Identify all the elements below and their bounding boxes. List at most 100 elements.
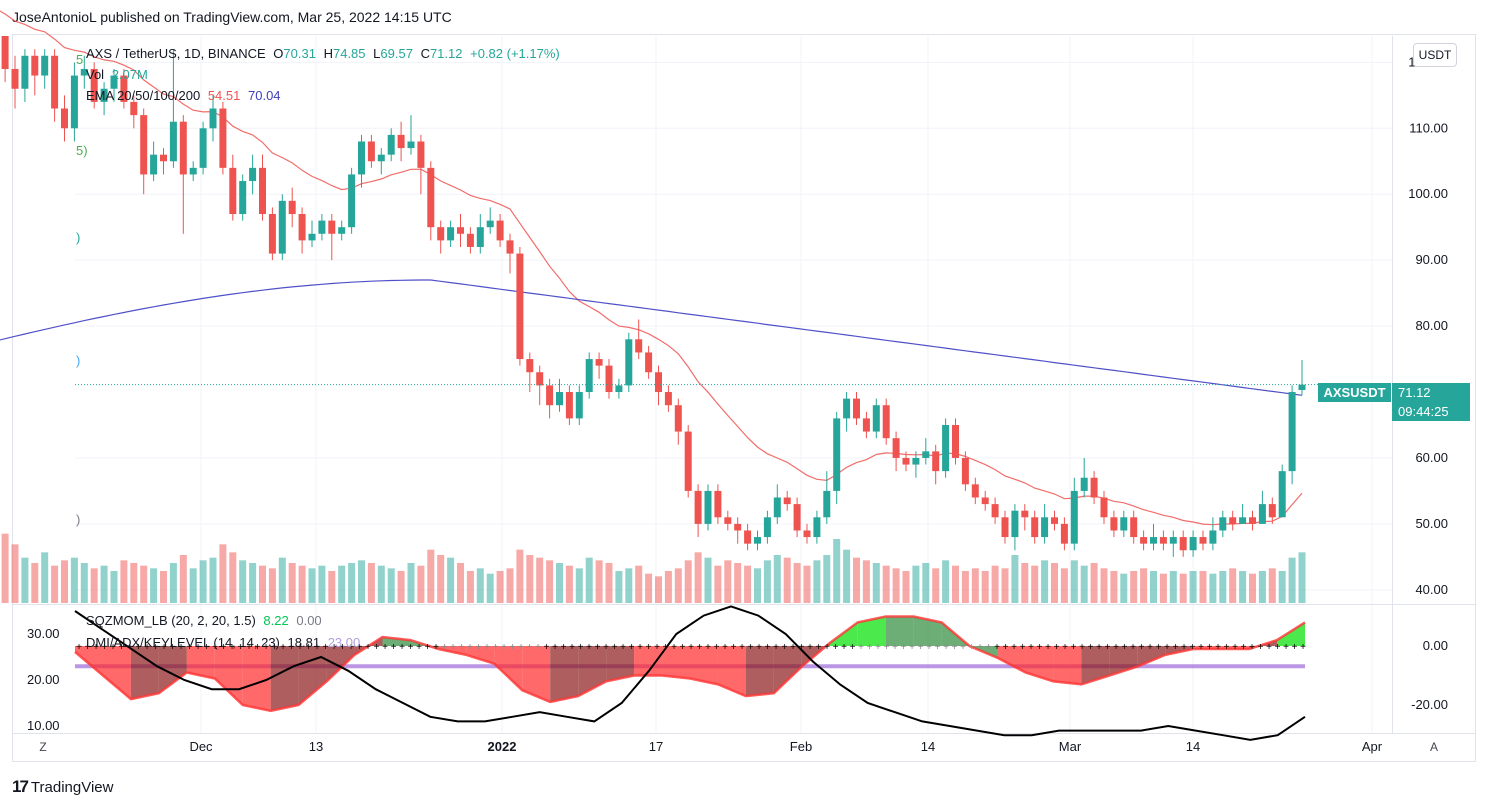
momentum-bar <box>1025 646 1054 682</box>
volume-bar <box>367 563 375 603</box>
momentum-bar <box>130 646 159 700</box>
adx-axis-label: 10.00 <box>27 718 60 733</box>
auto-scale-button[interactable]: A <box>1429 740 1438 754</box>
squeeze-dot: + <box>943 642 949 653</box>
candle-body <box>773 497 781 518</box>
volume-bar <box>1100 568 1108 603</box>
price-tag-countdown: 09:44:25 <box>1392 402 1470 421</box>
candle-body <box>763 517 771 538</box>
candle-body <box>971 484 979 498</box>
candle-body <box>635 339 643 353</box>
squeeze-dot: + <box>680 642 686 653</box>
candle-body <box>41 55 49 76</box>
squeeze-dot: + <box>144 642 150 653</box>
volume-bar <box>645 573 653 603</box>
adx-axis-label: 30.00 <box>27 626 60 641</box>
candle-body <box>1249 517 1256 524</box>
volume-bar <box>70 557 78 603</box>
candle-body <box>714 490 722 518</box>
momentum-bar <box>270 646 299 711</box>
volume-bar <box>1120 573 1128 603</box>
dmi-value-1: 18.81 <box>287 635 321 650</box>
tradingview-logo[interactable]: 17 TradingView <box>12 777 113 797</box>
candle-body <box>1090 477 1098 498</box>
volume-bar <box>288 563 296 603</box>
volume-bar <box>160 571 167 603</box>
candle-body <box>674 405 682 432</box>
momentum-axis-label: -20.00 <box>1411 697 1448 712</box>
candle-body <box>1189 537 1197 551</box>
candle-body <box>318 220 326 234</box>
currency-badge[interactable]: USDT <box>1413 43 1457 67</box>
squeeze-dot: + <box>841 642 847 653</box>
sqz-legend[interactable]: SQZMOM_LB (20, 2, 20, 1.5) 8.22 0.00 <box>86 613 326 628</box>
candle-body <box>427 167 435 228</box>
cut-label-2: 5) <box>76 143 88 158</box>
volume-bar <box>853 557 860 603</box>
price-tag-symbol: AXSUSDT <box>1318 383 1391 402</box>
squeeze-dot: + <box>892 642 898 653</box>
squeeze-dot: + <box>187 642 193 653</box>
squeeze-dot: + <box>1071 642 1077 653</box>
time-axis-label: Apr <box>1362 739 1383 754</box>
squeeze-dot: + <box>824 642 830 653</box>
volume-legend[interactable]: Vol 2.07M <box>86 67 152 82</box>
candle-body <box>417 141 425 168</box>
candle-body <box>734 523 742 531</box>
squeeze-dot: + <box>1130 642 1136 653</box>
candle-body <box>556 392 563 406</box>
squeeze-dot: + <box>969 642 975 653</box>
squeeze-dot: + <box>1258 642 1264 653</box>
price-axis-label: 110.00 <box>1409 120 1448 135</box>
squeeze-dot: + <box>858 642 864 653</box>
volume-bar <box>912 565 920 603</box>
squeeze-dot: + <box>807 642 813 653</box>
squeeze-dot: + <box>1215 642 1221 653</box>
volume-bar <box>239 560 247 603</box>
candle-body <box>278 200 286 254</box>
volume-bar <box>615 571 623 603</box>
squeeze-dot: + <box>323 642 329 653</box>
volume-bar <box>189 568 197 603</box>
squeeze-dot: + <box>161 642 167 653</box>
squeeze-dot: + <box>833 642 839 653</box>
volume-bar <box>51 565 59 603</box>
volume-bar <box>1159 573 1167 603</box>
momentum-bar <box>1277 622 1305 646</box>
candle-body <box>367 141 375 162</box>
momentum-bar <box>1137 646 1166 667</box>
squeeze-dot: + <box>1292 642 1298 653</box>
momentum-bar <box>242 646 271 711</box>
candle-body <box>31 55 39 76</box>
squeeze-dot: + <box>331 642 337 653</box>
zoom-left-button[interactable]: Z <box>39 740 47 754</box>
legend-symbol[interactable]: AXS / TetherUS, 1D, BINANCE <box>86 46 266 61</box>
squeeze-dot: + <box>1113 642 1119 653</box>
volume-bar <box>140 565 148 603</box>
dmi-legend[interactable]: DMI/ADX/KEYLEVEL (14, 14, 23) 18.81 23.0… <box>86 635 364 650</box>
squeeze-dot: + <box>935 642 941 653</box>
published-caption: JoseAntonioL published on TradingView.co… <box>12 9 452 25</box>
squeeze-dot: + <box>977 642 983 653</box>
candle-body <box>724 517 732 524</box>
volume-bar <box>338 565 346 603</box>
volume-bar <box>209 557 217 603</box>
squeeze-dot: + <box>433 642 439 653</box>
squeeze-dot: + <box>102 642 108 653</box>
ema-legend[interactable]: EMA 20/50/100/200 54.51 70.04 <box>86 88 285 103</box>
squeeze-dot: + <box>306 642 312 653</box>
momentum-bar <box>466 646 495 664</box>
sqz-label: SQZMOM_LB (20, 2, 20, 1.5) <box>86 613 256 628</box>
candle-body <box>80 68 88 76</box>
momentum-bar <box>326 646 355 682</box>
squeeze-dot: + <box>1275 642 1281 653</box>
dmi-value-2: 23.00 <box>327 635 361 650</box>
time-axis-label: Dec <box>189 739 213 754</box>
candle-body <box>160 154 167 162</box>
candle-body <box>437 227 445 241</box>
candle-body <box>466 233 474 247</box>
momentum-bar <box>1081 646 1110 685</box>
volume-bar <box>120 560 128 603</box>
candle-body <box>655 372 662 393</box>
